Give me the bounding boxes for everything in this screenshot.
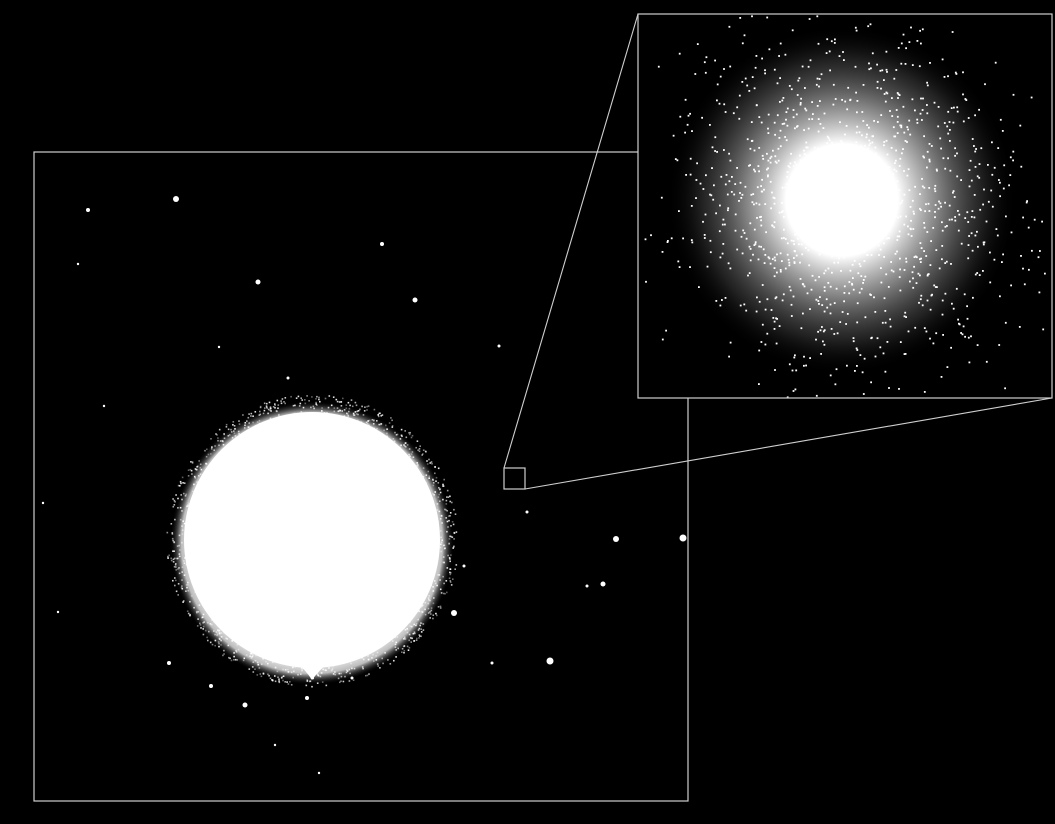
field-star	[525, 510, 529, 514]
zoom-region-marker	[503, 467, 526, 490]
bright-star-halo	[170, 401, 454, 685]
inset-star-core	[790, 146, 894, 250]
field-star	[86, 208, 90, 212]
field-star	[546, 657, 554, 665]
field-star	[286, 376, 290, 380]
field-star	[497, 344, 501, 348]
field-stars	[41, 196, 687, 775]
field-star	[217, 345, 221, 349]
field-star	[679, 534, 687, 542]
field-star	[424, 518, 428, 522]
field-star	[76, 262, 80, 266]
field-star	[317, 771, 321, 775]
main-field-panel	[33, 151, 689, 802]
field-star	[305, 696, 309, 700]
field-star	[412, 297, 418, 303]
connector-bottom	[524, 397, 1053, 490]
zoom-inset-panel	[637, 13, 1053, 399]
field-star	[255, 279, 261, 285]
halo-speckle	[166, 395, 458, 688]
field-star	[167, 661, 171, 665]
field-star	[451, 610, 457, 616]
inset-speckle	[644, 15, 1046, 398]
field-star	[56, 610, 60, 614]
field-star	[613, 536, 619, 542]
field-star	[585, 584, 589, 588]
connector-top	[503, 13, 639, 469]
inset-panel-frame	[637, 13, 1053, 399]
field-star	[490, 661, 494, 665]
field-star	[600, 581, 606, 587]
field-star	[350, 676, 354, 680]
zoom-connectors	[503, 13, 1053, 490]
field-star	[242, 702, 248, 708]
field-star	[209, 684, 213, 688]
field-star	[41, 501, 45, 505]
field-star	[462, 564, 466, 568]
field-star	[173, 196, 179, 202]
field-star	[102, 404, 106, 408]
field-star	[380, 242, 384, 246]
field-star	[273, 743, 277, 747]
